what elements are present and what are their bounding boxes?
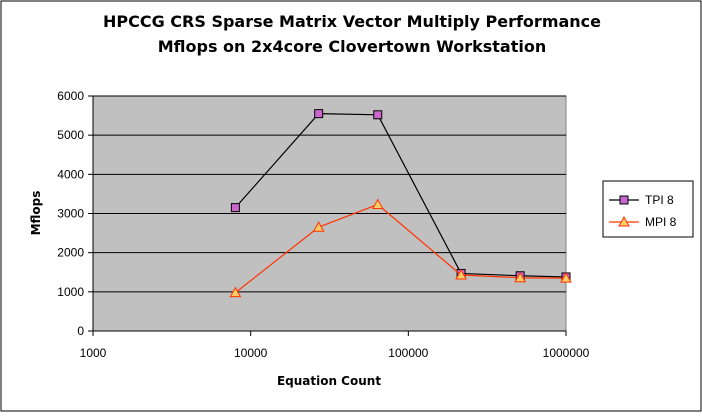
y-tick-label: 2000 bbox=[57, 246, 84, 260]
y-tick-label: 4000 bbox=[57, 167, 84, 181]
data-point-mpi-8 bbox=[560, 272, 572, 283]
grid-lines bbox=[92, 95, 566, 332]
legend: TPI 8 MPI 8 bbox=[602, 180, 694, 238]
data-point-mpi-8 bbox=[312, 221, 325, 232]
y-axis-ticks: 0 1000 2000 3000 4000 5000 6000 bbox=[57, 89, 93, 338]
series-mpi-8 bbox=[229, 198, 572, 298]
legend-box bbox=[602, 180, 694, 238]
chart-subtitle: Mflops on 2x4core Clovertown Workstation bbox=[158, 37, 547, 56]
y-tick-label: 0 bbox=[77, 324, 84, 338]
y-tick-label: 3000 bbox=[57, 207, 84, 221]
data-point-mpi-8 bbox=[371, 198, 384, 209]
series-layer bbox=[229, 109, 572, 298]
data-point-mpi-8 bbox=[455, 268, 467, 280]
x-tick-label: 1000 bbox=[80, 346, 107, 360]
data-point-tpi-8 bbox=[314, 109, 324, 119]
series-line-mpi-8 bbox=[235, 203, 567, 294]
y-tick-label: 1000 bbox=[57, 285, 84, 299]
x-tick-label: 100000 bbox=[388, 346, 428, 360]
legend-label-mpi-8: MPI 8 bbox=[645, 215, 677, 229]
x-axis-title: Equation Count bbox=[277, 374, 381, 388]
y-axis-title: Mflops bbox=[29, 191, 43, 236]
data-point-tpi-8 bbox=[230, 203, 240, 213]
x-tick-label: 10000 bbox=[234, 346, 268, 360]
data-point-tpi-8 bbox=[373, 110, 383, 120]
legend-marker-mpi-8 bbox=[618, 215, 630, 227]
y-tick-label: 5000 bbox=[57, 128, 84, 142]
legend-marker-tpi-8 bbox=[619, 195, 629, 205]
data-point-mpi-8 bbox=[229, 286, 242, 298]
x-axis-ticks: 1000 10000 100000 1000000 bbox=[80, 331, 590, 360]
chart-title: HPCCG CRS Sparse Matrix Vector Multiply … bbox=[103, 12, 601, 31]
data-point-mpi-8 bbox=[514, 271, 527, 283]
x-tick-label: 1000000 bbox=[543, 346, 590, 360]
series-line-tpi-8 bbox=[234, 113, 567, 278]
y-tick-label: 6000 bbox=[57, 89, 84, 103]
legend-label-tpi-8: TPI 8 bbox=[645, 193, 674, 207]
